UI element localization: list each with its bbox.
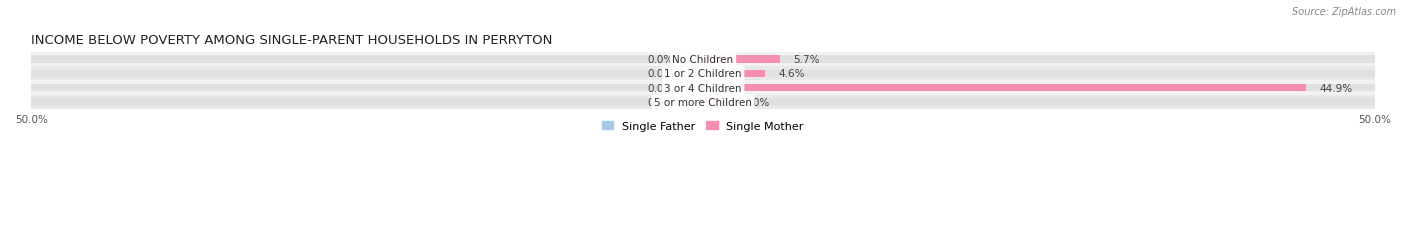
Bar xyxy=(31,99,1375,106)
Text: 0.0%: 0.0% xyxy=(744,98,769,108)
Bar xyxy=(31,96,1375,110)
Bar xyxy=(31,85,1375,92)
Text: 44.9%: 44.9% xyxy=(1319,83,1353,93)
Text: INCOME BELOW POVERTY AMONG SINGLE-PARENT HOUSEHOLDS IN PERRYTON: INCOME BELOW POVERTY AMONG SINGLE-PARENT… xyxy=(31,33,553,46)
Text: 0.0%: 0.0% xyxy=(647,55,673,64)
Bar xyxy=(31,67,1375,81)
Text: 0.0%: 0.0% xyxy=(647,69,673,79)
Bar xyxy=(703,85,1306,92)
Bar xyxy=(31,52,1375,67)
Bar xyxy=(31,70,1375,78)
Text: 0.0%: 0.0% xyxy=(647,98,673,108)
Bar xyxy=(676,99,703,106)
Text: 5 or more Children: 5 or more Children xyxy=(654,98,752,108)
Text: No Children: No Children xyxy=(672,55,734,64)
Text: 1 or 2 Children: 1 or 2 Children xyxy=(664,69,742,79)
Bar xyxy=(703,99,730,106)
Text: Source: ZipAtlas.com: Source: ZipAtlas.com xyxy=(1292,7,1396,17)
Text: 5.7%: 5.7% xyxy=(793,55,820,64)
Bar xyxy=(703,70,765,78)
Text: 0.0%: 0.0% xyxy=(647,83,673,93)
Bar xyxy=(703,56,779,63)
Bar xyxy=(676,70,703,78)
Legend: Single Father, Single Mother: Single Father, Single Mother xyxy=(598,117,808,136)
Text: 4.6%: 4.6% xyxy=(778,69,804,79)
Bar xyxy=(676,56,703,63)
Bar xyxy=(31,56,1375,63)
Bar xyxy=(31,81,1375,96)
Text: 3 or 4 Children: 3 or 4 Children xyxy=(664,83,742,93)
Bar xyxy=(676,85,703,92)
